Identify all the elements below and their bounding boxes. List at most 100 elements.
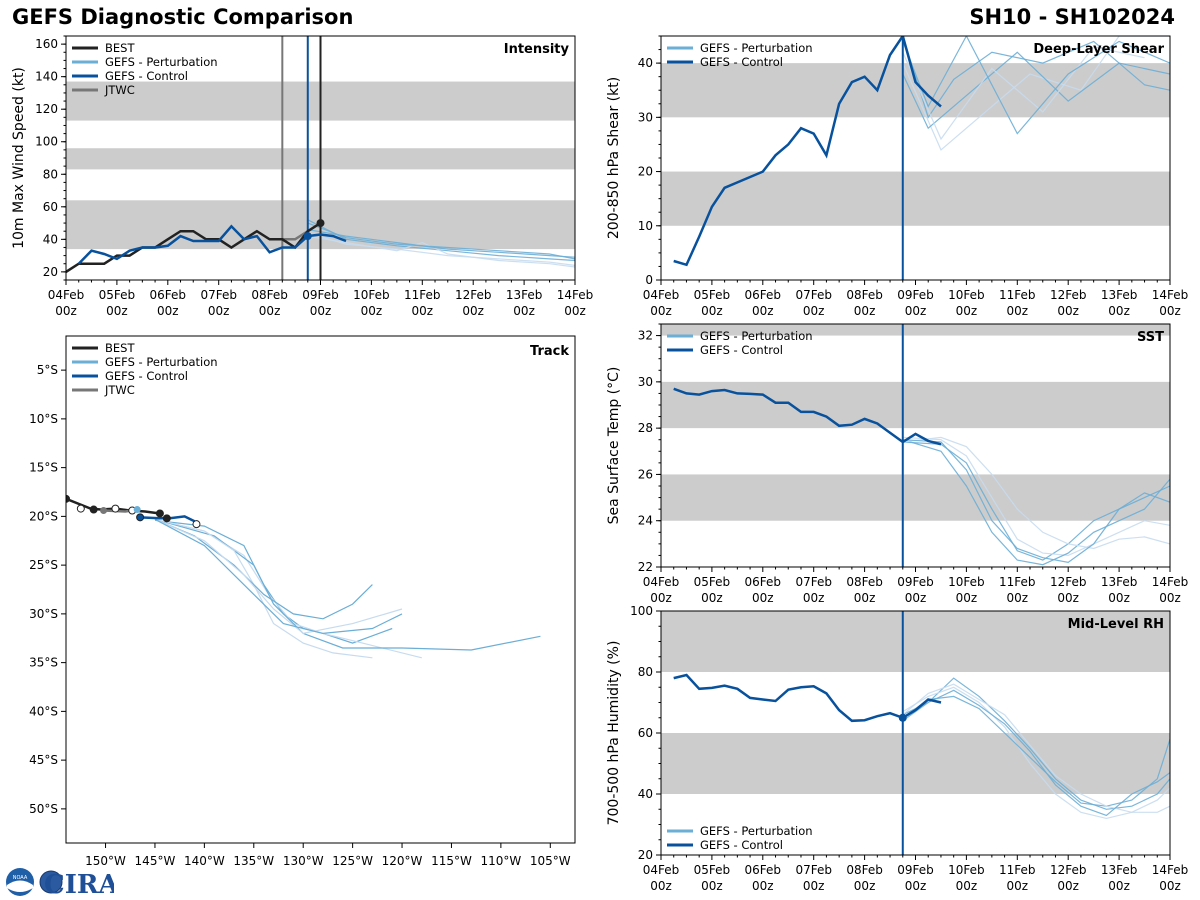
lon-tick-label: 150°W (85, 854, 126, 868)
x-tick-date: 09Feb (302, 288, 339, 302)
x-tick-hour: 00z (1159, 879, 1181, 893)
control-track-marker (162, 514, 171, 523)
best-point (316, 219, 325, 228)
y-tick-label: 24 (638, 514, 653, 528)
x-tick-date: 11Feb (999, 288, 1036, 302)
x-tick-date: 11Feb (999, 863, 1036, 877)
x-tick-label: 14Feb 00z (1152, 863, 1189, 893)
x-tick-date: 10Feb (948, 288, 985, 302)
control-track-marker (136, 513, 145, 522)
x-tick-hour: 00z (157, 304, 179, 318)
x-tick-hour: 00z (905, 879, 927, 893)
best-track-marker (155, 509, 164, 518)
y-tick-label: 26 (638, 467, 653, 481)
x-tick-date: 13Feb (506, 288, 543, 302)
x-tick-date: 13Feb (1101, 288, 1138, 302)
perturbation-track-4 (154, 518, 373, 620)
x-tick-hour: 00z (1159, 591, 1181, 605)
band-2 (661, 324, 1170, 336)
x-tick-date: 07Feb (200, 288, 237, 302)
x-tick-hour: 00z (905, 304, 927, 318)
panel-shear: 0 10 20 30 40 04Feb 00z 05Feb 00z 06Feb 00z 07Feb 00… (606, 35, 1189, 318)
x-tick-hour: 00z (854, 591, 876, 605)
y-tick-label: 32 (638, 329, 653, 343)
x-tick-label: 07Feb 00z (200, 288, 237, 318)
x-tick-label: 12Feb 00z (1050, 575, 1087, 605)
x-tick-label: 04Feb 00z (643, 288, 680, 318)
x-tick-label: 13Feb 00z (1101, 575, 1138, 605)
legend-label-perturbation: GEFS - Perturbation (700, 329, 813, 343)
lat-tick-label: 40°S (29, 704, 58, 718)
legend-label-jtwc: JTWC (104, 83, 135, 97)
x-tick-hour: 00z (803, 304, 825, 318)
x-tick-hour: 00z (752, 591, 774, 605)
x-tick-date: 05Feb (694, 575, 731, 589)
x-tick-label: 08Feb 00z (846, 575, 883, 605)
perturbation-line-1 (902, 36, 1170, 151)
x-tick-date: 12Feb (1050, 863, 1087, 877)
x-tick-label: 11Feb 00z (999, 575, 1036, 605)
x-tick-date: 14Feb (1152, 288, 1189, 302)
x-tick-date: 08Feb (846, 863, 883, 877)
x-tick-label: 06Feb 00z (745, 863, 782, 893)
x-tick-label: 07Feb 00z (795, 575, 832, 605)
perturbation-line-1 (902, 436, 1170, 557)
x-tick-label: 12Feb 00z (1050, 863, 1087, 893)
x-tick-hour: 00z (259, 304, 281, 318)
control-point (898, 713, 907, 722)
storm-id: SH10 - SH102024 (969, 5, 1175, 29)
panel-title: Intensity (504, 42, 570, 57)
y-axis-label: 10m Max Wind Speed (kt) (11, 67, 27, 249)
x-tick-hour: 00z (752, 879, 774, 893)
x-tick-hour: 00z (650, 591, 672, 605)
x-tick-label: 04Feb 00z (48, 288, 85, 318)
legend-label-perturbation: GEFS - Perturbation (105, 55, 218, 69)
control-line (77, 224, 347, 265)
legend-label-control: GEFS - Control (105, 69, 188, 83)
x-tick-hour: 00z (208, 304, 230, 318)
band-1 (661, 381, 1170, 429)
x-tick-label: 14Feb 00z (1152, 575, 1189, 605)
legend-label-control: GEFS - Control (105, 369, 188, 383)
lon-tick-label: 115°W (431, 854, 472, 868)
map-frame (65, 335, 576, 844)
jtwc-track-marker (100, 507, 108, 515)
y-tick-label: 20 (43, 265, 58, 279)
legend-label-control: GEFS - Control (700, 343, 783, 357)
x-tick-label: 07Feb 00z (795, 863, 832, 893)
y-tick-label: 80 (43, 167, 58, 181)
cira-globe-icon (39, 870, 63, 894)
best-track-marker (66, 494, 70, 503)
x-tick-date: 10Feb (948, 575, 985, 589)
lat-tick-label: 50°S (29, 802, 58, 816)
lon-tick-label: 140°W (184, 854, 225, 868)
x-tick-label: 05Feb 00z (99, 288, 136, 318)
x-tick-label: 04Feb 00z (643, 863, 680, 893)
x-tick-hour: 00z (361, 304, 383, 318)
x-tick-hour: 00z (701, 591, 723, 605)
x-tick-date: 06Feb (745, 288, 782, 302)
best-track-marker (89, 505, 98, 514)
perturbation-line-0 (902, 677, 1170, 810)
x-tick-label: 09Feb 00z (897, 288, 934, 318)
x-tick-date: 14Feb (557, 288, 594, 302)
plot-area (66, 36, 575, 280)
x-tick-date: 09Feb (897, 863, 934, 877)
x-tick-label: 08Feb 00z (251, 288, 288, 318)
lat-tick-label: 45°S (29, 753, 58, 767)
x-tick-date: 04Feb (643, 288, 680, 302)
perturbation-start-marker (133, 506, 141, 514)
y-tick-label: 160 (35, 37, 58, 51)
y-tick-label: 100 (35, 135, 58, 149)
x-tick-label: 13Feb 00z (506, 288, 543, 318)
panel-track: 150°W 145°W 140°W 135°W 130°W 125°W 120°W 115°W… (29, 335, 576, 868)
x-tick-hour: 00z (412, 304, 434, 318)
plot-area (673, 324, 1170, 567)
x-tick-hour: 00z (701, 879, 723, 893)
x-tick-date: 06Feb (745, 575, 782, 589)
cira-wordmark: CIRA (44, 870, 114, 898)
x-tick-hour: 00z (55, 304, 77, 318)
